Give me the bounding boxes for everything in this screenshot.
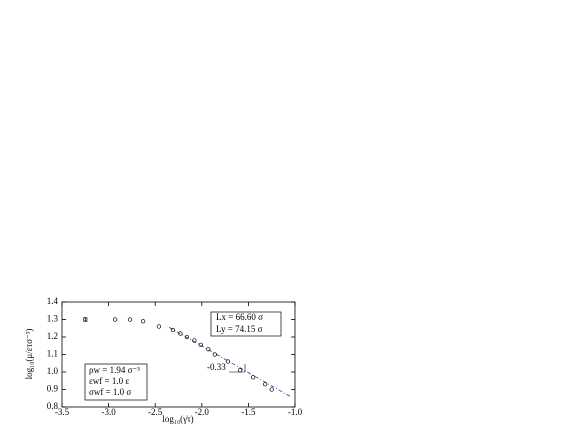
x-tick-label: -2.0 xyxy=(195,407,210,417)
x-tick-label: -1.5 xyxy=(241,407,256,417)
slope-triangle xyxy=(229,364,246,373)
data-point xyxy=(140,319,146,324)
param-text: Ly = 74.15 σ xyxy=(216,324,263,334)
data-point xyxy=(170,327,176,333)
data-point xyxy=(198,342,204,348)
data-point xyxy=(269,387,274,392)
x-tick-label: -3.5 xyxy=(55,407,70,417)
y-axis-label: log₁₀(μ/ετσ⁻³) xyxy=(24,329,34,380)
data-point xyxy=(225,359,231,364)
param-text: Lx = 66.60 σ xyxy=(216,312,263,322)
data-point xyxy=(250,375,256,380)
slope-label: -0.33 xyxy=(207,362,226,372)
x-axis-label: log₁₀(γ̇τ) xyxy=(162,414,193,424)
y-tick-label: 1.4 xyxy=(47,296,59,306)
y-tick-label: 1.2 xyxy=(47,331,58,341)
data-point xyxy=(263,382,268,387)
params-box-top xyxy=(210,311,282,337)
data-point xyxy=(156,324,162,329)
data-point xyxy=(127,317,133,322)
data-point xyxy=(212,352,217,357)
data-point xyxy=(83,317,88,322)
data-point xyxy=(178,331,183,336)
x-tick-label: -2.5 xyxy=(148,407,163,417)
y-tick-label: 1.1 xyxy=(47,349,58,359)
y-tick-label: 1.3 xyxy=(47,314,59,324)
data-point xyxy=(237,368,243,373)
data-point xyxy=(192,338,197,343)
y-tick-label: 0.9 xyxy=(47,384,59,394)
params-box-bottom xyxy=(84,363,148,401)
data-point xyxy=(184,334,190,340)
param-text: ρw = 1.94 σ⁻³ xyxy=(89,365,140,375)
data-point xyxy=(206,347,211,352)
param-text: εwf = 1.0 ε xyxy=(89,376,129,386)
y-tick-label: 1.0 xyxy=(47,366,59,376)
data-point xyxy=(112,317,118,322)
x-tick-label: -3.0 xyxy=(101,407,116,417)
y-tick-label: 0.8 xyxy=(47,401,59,411)
param-text: σwf = 1.0 σ xyxy=(89,387,131,397)
x-tick-label: -1.0 xyxy=(288,407,303,417)
